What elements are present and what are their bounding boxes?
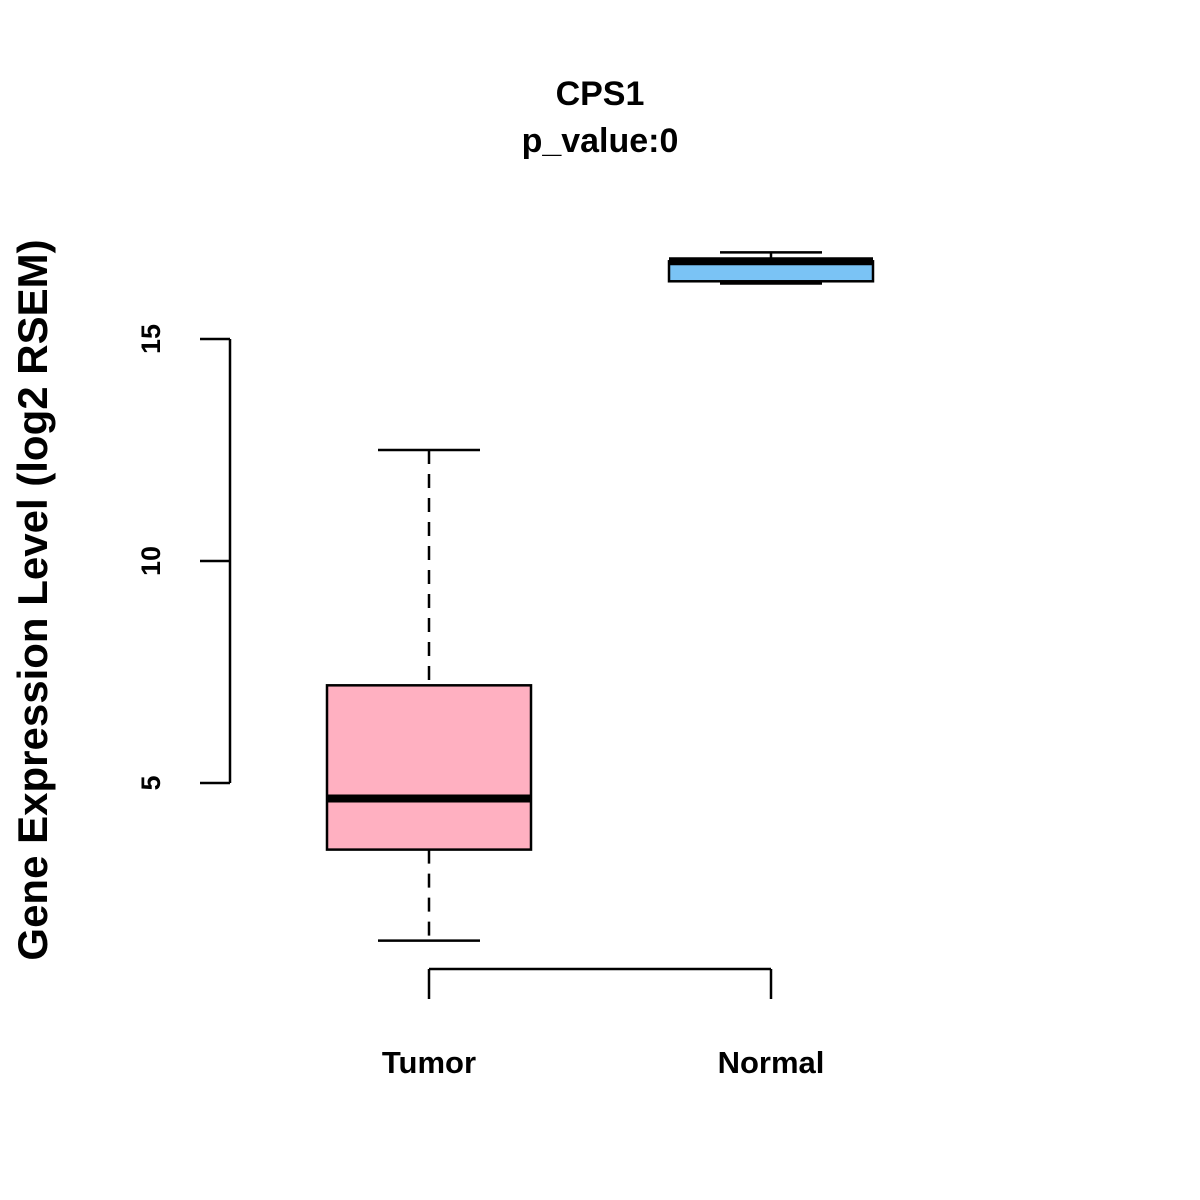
chart-title: CPS1	[556, 75, 645, 113]
y-axis-label: Gene Expression Level (log2 RSEM)	[9, 239, 56, 960]
boxes	[325, 251, 875, 942]
y-tick-label: 15	[136, 324, 166, 354]
chart-subtitle: p_value:0	[522, 122, 679, 160]
box-normal	[667, 251, 875, 285]
iqr-box	[325, 684, 533, 851]
y-axis: 5 10 15	[136, 324, 232, 791]
x-axis: Tumor Normal	[382, 967, 825, 1080]
y-tick-label: 10	[136, 546, 166, 576]
box-tumor	[325, 448, 533, 942]
y-tick-label: 5	[136, 775, 166, 790]
x-tick-label: Tumor	[382, 1045, 476, 1080]
x-tick-label: Normal	[718, 1045, 825, 1080]
